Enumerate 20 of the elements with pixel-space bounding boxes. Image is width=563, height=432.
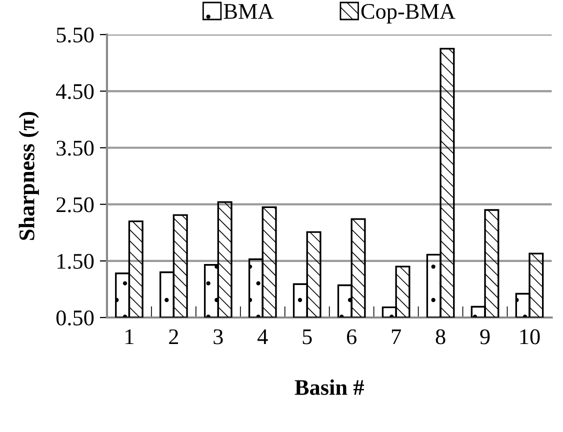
- x-tick-label: 5: [302, 330, 312, 344]
- legend-label: BMA: [224, 4, 274, 19]
- y-tick-label: 2.50: [56, 197, 94, 212]
- y-tick-label: 4.50: [56, 84, 94, 100]
- x-tick-label: 10: [520, 329, 540, 344]
- x-tick-label: 7: [392, 330, 401, 344]
- y-axis-title: Sharpness (π): [18, 112, 39, 240]
- x-tick-label: 4: [258, 329, 268, 344]
- legend-label: Cop-BMA: [361, 4, 456, 24]
- x-tick-label: 3: [214, 329, 223, 344]
- x-tick-label: 2: [169, 329, 178, 344]
- y-tick-label: 3.50: [56, 140, 94, 156]
- x-tick-label: 9: [480, 329, 490, 344]
- y-tick-label: 0.50: [56, 310, 94, 326]
- x-axis-title: Basin #: [294, 379, 364, 395]
- x-tick-label: 8: [436, 329, 446, 344]
- x-tick-label: 6: [346, 329, 356, 344]
- x-tick-label: 1: [126, 329, 134, 344]
- y-tick-label: 1.50: [58, 254, 94, 269]
- y-tick-label: 5.50: [56, 27, 94, 43]
